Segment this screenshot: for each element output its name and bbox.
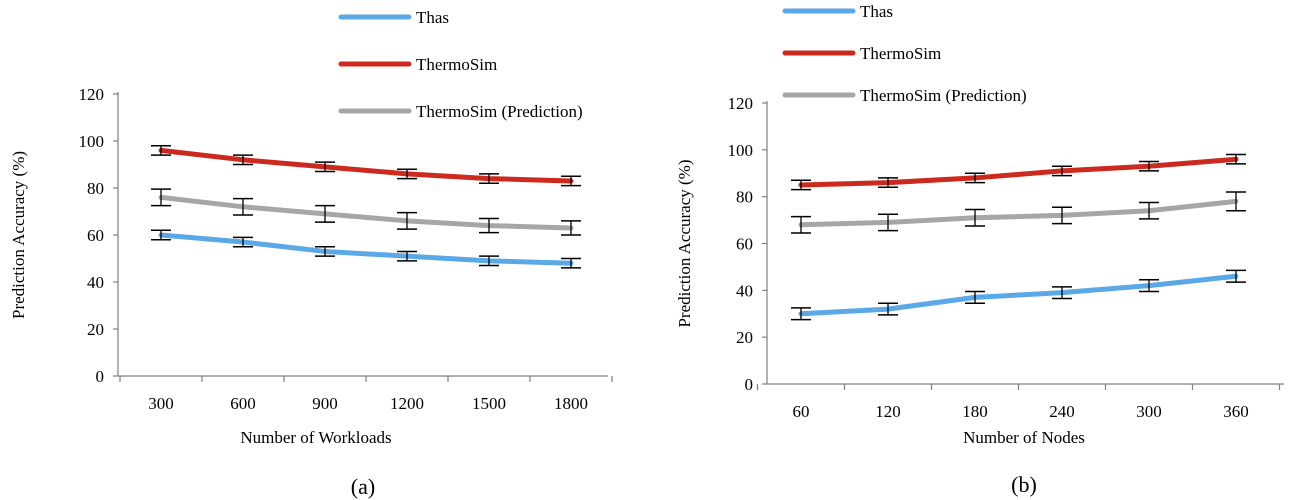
error-bar (1139, 201, 1159, 220)
x-tick-label: 1800 (554, 394, 588, 413)
x-tick-label: 120 (875, 402, 901, 421)
series-thas (151, 229, 581, 269)
y-tick-label: 80 (736, 188, 753, 207)
y-tick-label: 100 (79, 132, 105, 151)
legend-label: ThermoSim (Prediction) (416, 102, 583, 121)
chart-panel-b: 0 20 40 60 80 100 120 60 120 180 240 300 360 Number o… (675, 2, 1284, 497)
series-thermosim (791, 153, 1246, 191)
series-line (158, 194, 574, 231)
error-bar (791, 179, 811, 191)
y-tick-label: 80 (87, 179, 104, 198)
y-tick-label: 20 (736, 328, 753, 347)
y-tick-label: 40 (736, 281, 753, 300)
error-bar (151, 188, 171, 207)
y-tick-label: 100 (728, 141, 754, 160)
y-tick-label: 20 (87, 320, 104, 339)
error-bar (1052, 165, 1072, 177)
series-line (798, 198, 1239, 228)
error-bar (1226, 191, 1246, 212)
legend-label: Thas (416, 8, 449, 27)
series-line (798, 156, 1239, 188)
error-bar (561, 175, 581, 187)
error-bar (233, 154, 253, 166)
y-tick-label: 120 (728, 94, 754, 113)
series-thermosim-prediction (151, 188, 581, 236)
y-tick-label: 0 (745, 375, 754, 394)
y-tick-label: 60 (736, 235, 753, 254)
error-bar (479, 217, 499, 234)
series-line (158, 147, 574, 184)
series-line (798, 273, 1239, 317)
legend-label: ThermoSim (860, 44, 941, 63)
y-tick-label: 120 (79, 85, 105, 104)
error-bar (561, 220, 581, 236)
x-tick-label: 600 (230, 394, 256, 413)
x-tick-label: 300 (148, 394, 174, 413)
error-bar (1226, 269, 1246, 283)
error-bar (397, 168, 417, 180)
y-axis-label: Prediction Accuracy (%) (9, 151, 28, 319)
error-bar (791, 307, 811, 321)
error-bar (1139, 279, 1159, 293)
x-tick-label: 1200 (390, 394, 424, 413)
error-bar (1052, 206, 1072, 225)
series-line (158, 232, 574, 266)
legend-item: ThermoSim (338, 55, 497, 74)
x-tick-label: 900 (312, 394, 338, 413)
y-axis-label: Prediction Accuracy (%) (675, 159, 694, 327)
panel-label: (a) (351, 474, 375, 499)
error-bar (1139, 160, 1159, 172)
error-bar (561, 257, 581, 269)
legend-item: ThermoSim (782, 44, 941, 63)
error-bar (878, 177, 898, 189)
legend-label: ThermoSim (416, 55, 497, 74)
y-tick-label: 40 (87, 273, 104, 292)
series-thermosim (151, 144, 581, 187)
legend-item: Thas (338, 8, 449, 27)
error-bar (965, 208, 985, 227)
x-axis-label: Number of Nodes (963, 428, 1085, 447)
x-tick-label: 180 (962, 402, 988, 421)
error-bar (397, 211, 417, 230)
error-bar (878, 213, 898, 232)
error-bar (479, 173, 499, 185)
error-bar (151, 229, 171, 241)
error-bar (1052, 286, 1072, 300)
legend: Thas ThermoSim ThermoSim (Prediction) (338, 8, 583, 121)
legend-item: Thas (782, 2, 893, 21)
x-tick-label: 360 (1223, 402, 1249, 421)
error-bar (791, 215, 811, 234)
error-bar (397, 250, 417, 262)
y-tick-label: 60 (87, 226, 104, 245)
error-bar (878, 302, 898, 316)
error-bar (1226, 153, 1246, 165)
error-bar (315, 161, 335, 173)
x-tick-label: 240 (1049, 402, 1075, 421)
error-bar (233, 197, 253, 216)
error-bar (315, 246, 335, 257)
error-bar (965, 290, 985, 304)
legend: Thas ThermoSim ThermoSim (Prediction) (782, 2, 1027, 105)
legend-label: ThermoSim (Prediction) (860, 86, 1027, 105)
panel-label: (b) (1011, 472, 1037, 497)
series-thas (791, 269, 1246, 321)
legend-item: ThermoSim (Prediction) (338, 102, 583, 121)
legend-label: Thas (860, 2, 893, 21)
legend-item: ThermoSim (Prediction) (782, 86, 1027, 105)
error-bar (315, 204, 335, 223)
error-bar (965, 172, 985, 184)
x-tick-label: 1500 (472, 394, 506, 413)
error-bar (479, 255, 499, 267)
error-bar (151, 144, 171, 156)
series-thermosim-prediction (791, 191, 1246, 234)
error-bar (233, 236, 253, 248)
y-tick-label: 0 (96, 367, 105, 386)
chart-panel-a: 0 20 40 60 80 100 120 300 600 900 1200 1500 1800 Numb… (9, 8, 613, 499)
x-tick-label: 300 (1136, 402, 1162, 421)
x-axis-label: Number of Workloads (240, 428, 391, 447)
x-tick-label: 60 (793, 402, 810, 421)
